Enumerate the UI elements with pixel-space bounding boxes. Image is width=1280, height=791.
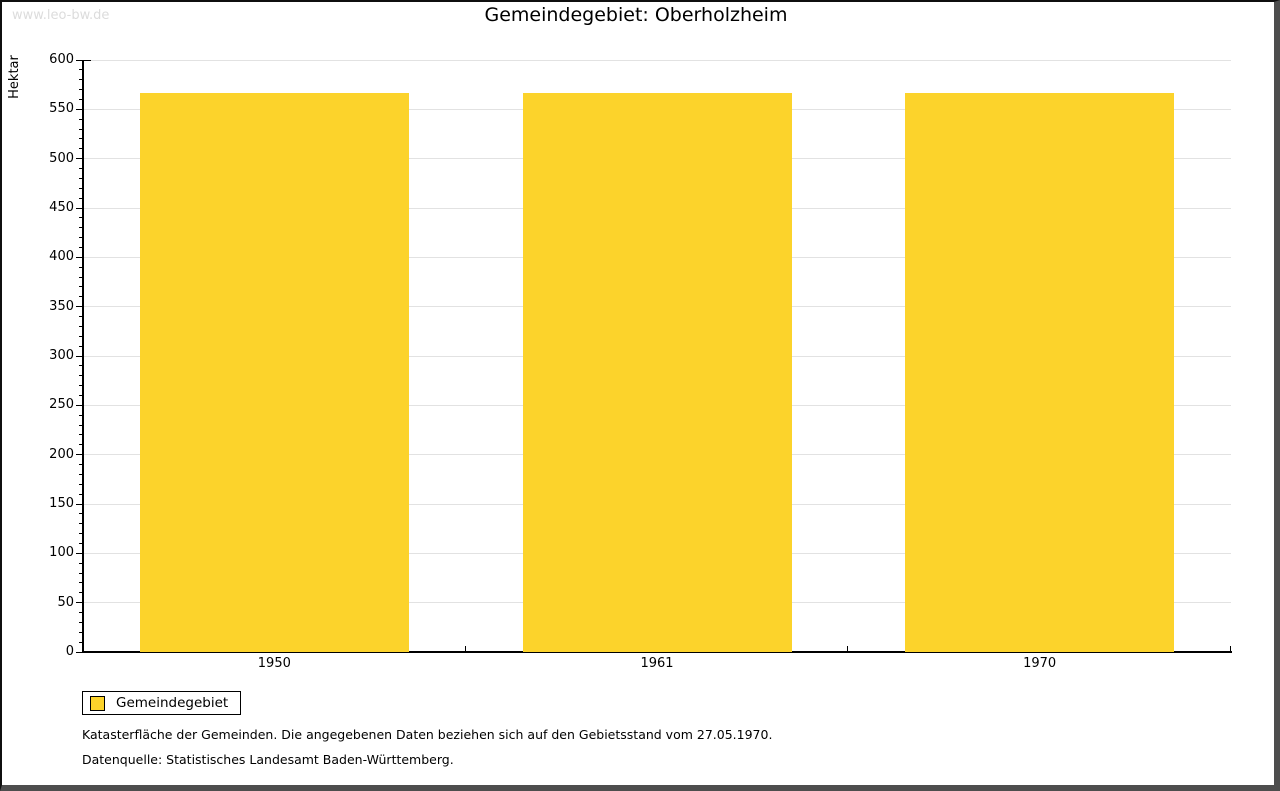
y-minor-tick	[79, 69, 83, 71]
y-major-tick	[76, 552, 83, 554]
y-major-tick	[76, 454, 83, 456]
legend-swatch	[90, 695, 105, 711]
y-minor-tick	[79, 365, 83, 367]
y-minor-tick	[79, 533, 83, 535]
gridline	[83, 59, 1231, 61]
y-major-tick	[76, 306, 83, 308]
x-boundary-tick	[464, 646, 466, 652]
y-minor-tick	[79, 177, 83, 179]
y-minor-tick	[79, 128, 83, 130]
y-minor-tick	[79, 197, 83, 199]
y-minor-tick	[79, 631, 83, 633]
y-minor-tick	[79, 513, 83, 515]
y-minor-tick	[79, 542, 83, 544]
x-boundary-tick	[1230, 646, 1231, 652]
y-tick-label: 550	[49, 101, 74, 117]
y-tick-label: 150	[49, 496, 74, 511]
y-minor-tick	[79, 493, 83, 495]
y-minor-tick	[79, 523, 83, 525]
y-minor-tick	[79, 621, 83, 623]
chart-title: Gemeindegebiet: Oberholzheim	[484, 4, 788, 26]
y-major-tick	[76, 59, 83, 61]
x-tick-label: 1950	[257, 656, 291, 671]
y-minor-tick	[79, 434, 83, 436]
y-minor-tick	[79, 118, 83, 120]
legend: Gemeindegebiet	[82, 691, 242, 715]
x-axis-line	[82, 651, 1232, 653]
y-minor-tick	[79, 266, 83, 268]
y-minor-tick	[79, 148, 83, 150]
bar-1950	[139, 92, 409, 652]
legend-label: Gemeindegebiet	[116, 695, 229, 711]
bar-1970	[905, 92, 1175, 652]
y-major-tick	[76, 207, 83, 209]
y-minor-tick	[79, 483, 83, 485]
y-minor-tick	[79, 424, 83, 426]
y-tick-label: 350	[49, 298, 74, 314]
y-major-tick	[76, 158, 83, 160]
y-major-tick	[76, 256, 83, 258]
y-minor-tick	[79, 316, 83, 318]
y-minor-tick	[79, 286, 83, 288]
y-minor-tick	[79, 187, 83, 189]
y-minor-tick	[79, 296, 83, 298]
y-minor-tick	[79, 592, 83, 594]
y-minor-tick	[79, 325, 83, 327]
y-axis-top-cap	[83, 59, 91, 61]
y-major-tick	[76, 602, 83, 604]
y-minor-tick	[79, 394, 83, 396]
y-minor-tick	[79, 444, 83, 446]
x-tick-label: 1970	[1023, 656, 1057, 671]
y-minor-tick	[79, 562, 83, 564]
y-minor-tick	[79, 572, 83, 574]
y-minor-tick	[79, 612, 83, 614]
y-axis-line	[82, 60, 84, 653]
y-minor-tick	[79, 79, 83, 81]
y-major-tick	[76, 355, 83, 357]
y-minor-tick	[79, 138, 83, 140]
y-minor-tick	[79, 237, 83, 239]
y-minor-tick	[79, 335, 83, 337]
y-minor-tick	[79, 246, 83, 248]
y-minor-tick	[79, 375, 83, 377]
y-minor-tick	[79, 276, 83, 278]
y-tick-label: 500	[49, 150, 74, 166]
y-major-tick	[76, 651, 83, 653]
x-boundary-tick	[847, 646, 849, 652]
y-minor-tick	[79, 89, 83, 91]
y-minor-tick	[79, 98, 83, 100]
x-tick-label: 1961	[640, 656, 674, 671]
y-major-tick	[76, 404, 83, 406]
y-minor-tick	[79, 641, 83, 643]
y-major-tick	[76, 108, 83, 110]
y-tick-label: 450	[49, 200, 74, 215]
y-tick-label: 600	[49, 52, 74, 67]
y-minor-tick	[79, 464, 83, 466]
y-minor-tick	[79, 582, 83, 584]
y-minor-tick	[79, 385, 83, 387]
footnote-source: Datenquelle: Statistisches Landesamt Bad…	[82, 752, 454, 767]
y-tick-label: 50	[57, 594, 74, 610]
y-tick-label: 250	[49, 397, 74, 413]
y-minor-tick	[79, 217, 83, 219]
watermark: www.leo-bw.de	[12, 8, 110, 23]
y-minor-tick	[79, 168, 83, 170]
y-tick-label: 200	[49, 446, 74, 462]
y-minor-tick	[79, 473, 83, 475]
y-tick-label: 0	[65, 644, 74, 659]
y-tick-label: 300	[49, 348, 74, 363]
y-tick-label: 100	[49, 545, 74, 561]
y-tick-label: 400	[49, 249, 74, 265]
y-minor-tick	[79, 345, 83, 347]
footnote-description: Katasterfläche der Gemeinden. Die angege…	[82, 727, 773, 742]
bar-1961	[522, 92, 792, 652]
y-major-tick	[76, 503, 83, 505]
y-minor-tick	[79, 414, 83, 416]
y-minor-tick	[79, 227, 83, 229]
